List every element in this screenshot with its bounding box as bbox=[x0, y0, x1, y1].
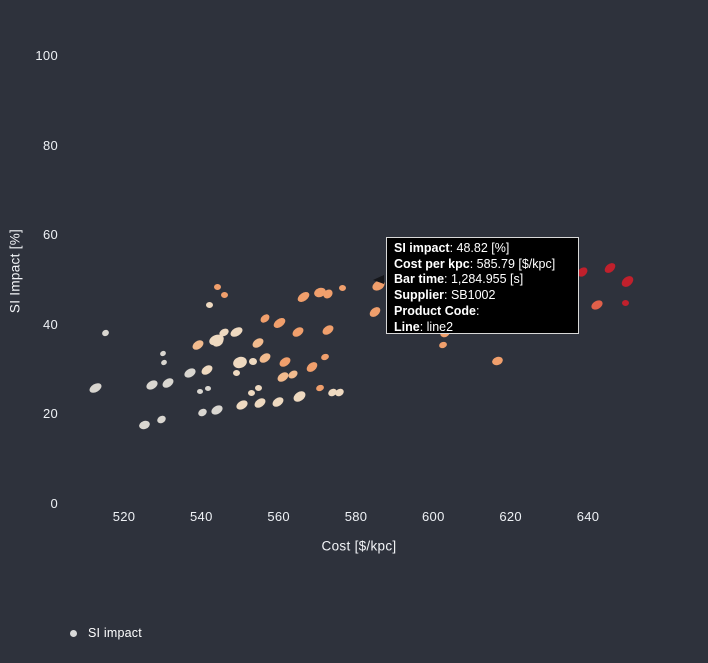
y-axis-title: SI Impact [%] bbox=[7, 228, 23, 314]
scatter-point[interactable] bbox=[438, 340, 448, 350]
x-tick-label: 540 bbox=[190, 509, 213, 524]
scatter-point[interactable] bbox=[490, 355, 504, 367]
scatter-point[interactable] bbox=[290, 325, 306, 339]
scatter-point[interactable] bbox=[320, 352, 330, 362]
scatter-point[interactable] bbox=[339, 285, 347, 292]
scatter-point[interactable] bbox=[233, 369, 241, 376]
scatter-point[interactable] bbox=[229, 325, 245, 339]
y-tick-label: 20 bbox=[42, 406, 58, 422]
scatter-point[interactable] bbox=[197, 388, 204, 394]
tooltip-row: Cost per kpc: 585.79 [$/kpc] bbox=[394, 256, 556, 271]
y-tick-label: 60 bbox=[42, 227, 58, 243]
scatter-point[interactable] bbox=[295, 290, 311, 305]
scatter-point[interactable] bbox=[156, 414, 168, 426]
scatter-point[interactable] bbox=[160, 376, 176, 390]
scatter-point[interactable] bbox=[334, 386, 346, 398]
legend-label: SI impact bbox=[88, 626, 142, 640]
scatter-point[interactable] bbox=[272, 315, 288, 331]
scatter-point[interactable] bbox=[144, 378, 160, 392]
y-tick-label: 100 bbox=[35, 48, 58, 63]
scatter-point[interactable] bbox=[159, 350, 167, 358]
scatter-point[interactable] bbox=[206, 302, 214, 309]
x-tick-label: 580 bbox=[344, 509, 368, 524]
x-tick-label: 520 bbox=[112, 509, 136, 524]
scatter-point[interactable] bbox=[248, 389, 256, 396]
y-tick-label: 40 bbox=[42, 316, 58, 332]
scatter-point[interactable] bbox=[190, 338, 206, 352]
scatter-point[interactable] bbox=[622, 299, 630, 306]
scatter-point[interactable] bbox=[197, 406, 209, 418]
scatter-point[interactable] bbox=[619, 274, 635, 290]
scatter-point[interactable] bbox=[250, 336, 266, 350]
scatter-point[interactable] bbox=[231, 355, 249, 371]
x-tick-label: 620 bbox=[499, 509, 522, 524]
scatter-point[interactable] bbox=[87, 381, 103, 395]
scatter-point[interactable] bbox=[367, 304, 383, 319]
scatter-point[interactable] bbox=[204, 386, 211, 392]
scatter-point[interactable] bbox=[234, 398, 250, 412]
x-tick-label: 600 bbox=[422, 509, 445, 524]
scatter-point[interactable] bbox=[214, 283, 222, 290]
hover-tooltip: SI impact: 48.82 [%] Cost per kpc: 585.79… bbox=[386, 237, 579, 334]
legend-item-si-impact[interactable]: SI impact bbox=[70, 626, 142, 640]
scatter-point[interactable] bbox=[182, 366, 198, 380]
x-tick-label: 560 bbox=[267, 509, 290, 524]
scatter-point[interactable] bbox=[209, 403, 224, 417]
scatter-point[interactable] bbox=[315, 383, 325, 393]
y-tick-label: 0 bbox=[50, 496, 58, 511]
tooltip-row: Product Code: bbox=[394, 303, 480, 318]
x-tick-label: 640 bbox=[576, 509, 600, 524]
mouse-cursor bbox=[373, 275, 384, 284]
scatter-point[interactable] bbox=[286, 369, 300, 381]
scatter-point[interactable] bbox=[320, 323, 336, 337]
scatter-point[interactable] bbox=[252, 396, 268, 410]
tooltip-row: Line: line2 bbox=[394, 319, 454, 334]
scatter-point[interactable] bbox=[589, 298, 605, 312]
tooltip-row: Supplier: SB1002 bbox=[394, 288, 496, 303]
scatter-point[interactable] bbox=[159, 358, 168, 367]
tooltip-row: SI impact: 48.82 [%] bbox=[394, 241, 510, 255]
scatter-point[interactable] bbox=[602, 260, 618, 275]
scatter-point[interactable] bbox=[292, 389, 308, 405]
y-tick-label: 80 bbox=[42, 137, 58, 153]
scatter-point[interactable] bbox=[138, 419, 152, 431]
scatter-point[interactable] bbox=[259, 313, 272, 325]
legend-marker-dot bbox=[70, 629, 77, 637]
scatter-point[interactable] bbox=[257, 351, 273, 365]
scatter-point[interactable] bbox=[199, 363, 215, 377]
scatter-point[interactable] bbox=[270, 395, 286, 409]
scatter-point[interactable] bbox=[221, 291, 229, 298]
tooltip-row: Bar time: 1,284.955 [s] bbox=[394, 272, 524, 287]
scatter-point[interactable] bbox=[304, 359, 320, 374]
scatter-point[interactable] bbox=[277, 355, 293, 369]
scatter-point[interactable] bbox=[249, 358, 258, 366]
x-axis-title: Cost [$/kpc] bbox=[321, 538, 397, 554]
scatter-point[interactable] bbox=[254, 384, 262, 391]
scatter-point[interactable] bbox=[100, 328, 110, 338]
